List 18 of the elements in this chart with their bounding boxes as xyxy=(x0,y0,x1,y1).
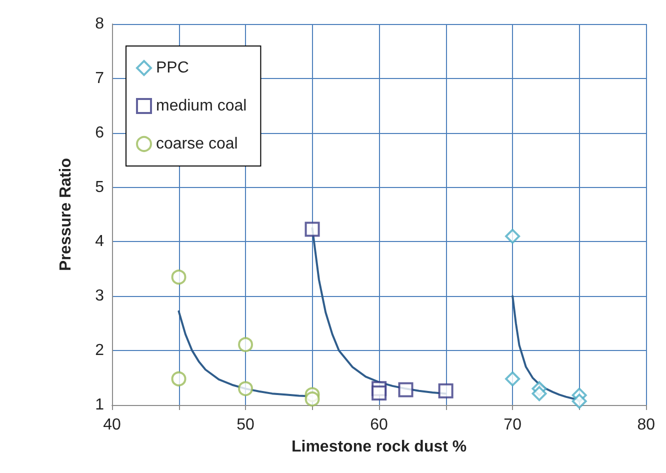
x-axis-title: Limestone rock dust % xyxy=(291,438,467,456)
y-tick-label: 1 xyxy=(95,396,104,414)
y-tick-label: 2 xyxy=(95,342,104,360)
x-tick-label: 80 xyxy=(637,416,656,434)
x-tick-label: 50 xyxy=(236,416,255,434)
y-axis-title: Pressure Ratio xyxy=(58,158,74,271)
legend-label: coarse coal xyxy=(156,136,238,152)
x-tick-label: 40 xyxy=(103,416,121,434)
y-tick-label: 3 xyxy=(95,288,104,305)
y-tick-label: 7 xyxy=(95,70,104,87)
x-tick-label: 70 xyxy=(504,416,522,434)
y-tick-label: 6 xyxy=(95,124,104,142)
y-tick-label: 8 xyxy=(95,16,104,32)
legend-label: medium coal xyxy=(156,98,247,114)
y-tick-label: 5 xyxy=(95,178,104,196)
x-tick-label: 60 xyxy=(370,416,388,434)
legend-label: PPC xyxy=(156,60,189,76)
y-tick-label: 4 xyxy=(95,233,104,250)
